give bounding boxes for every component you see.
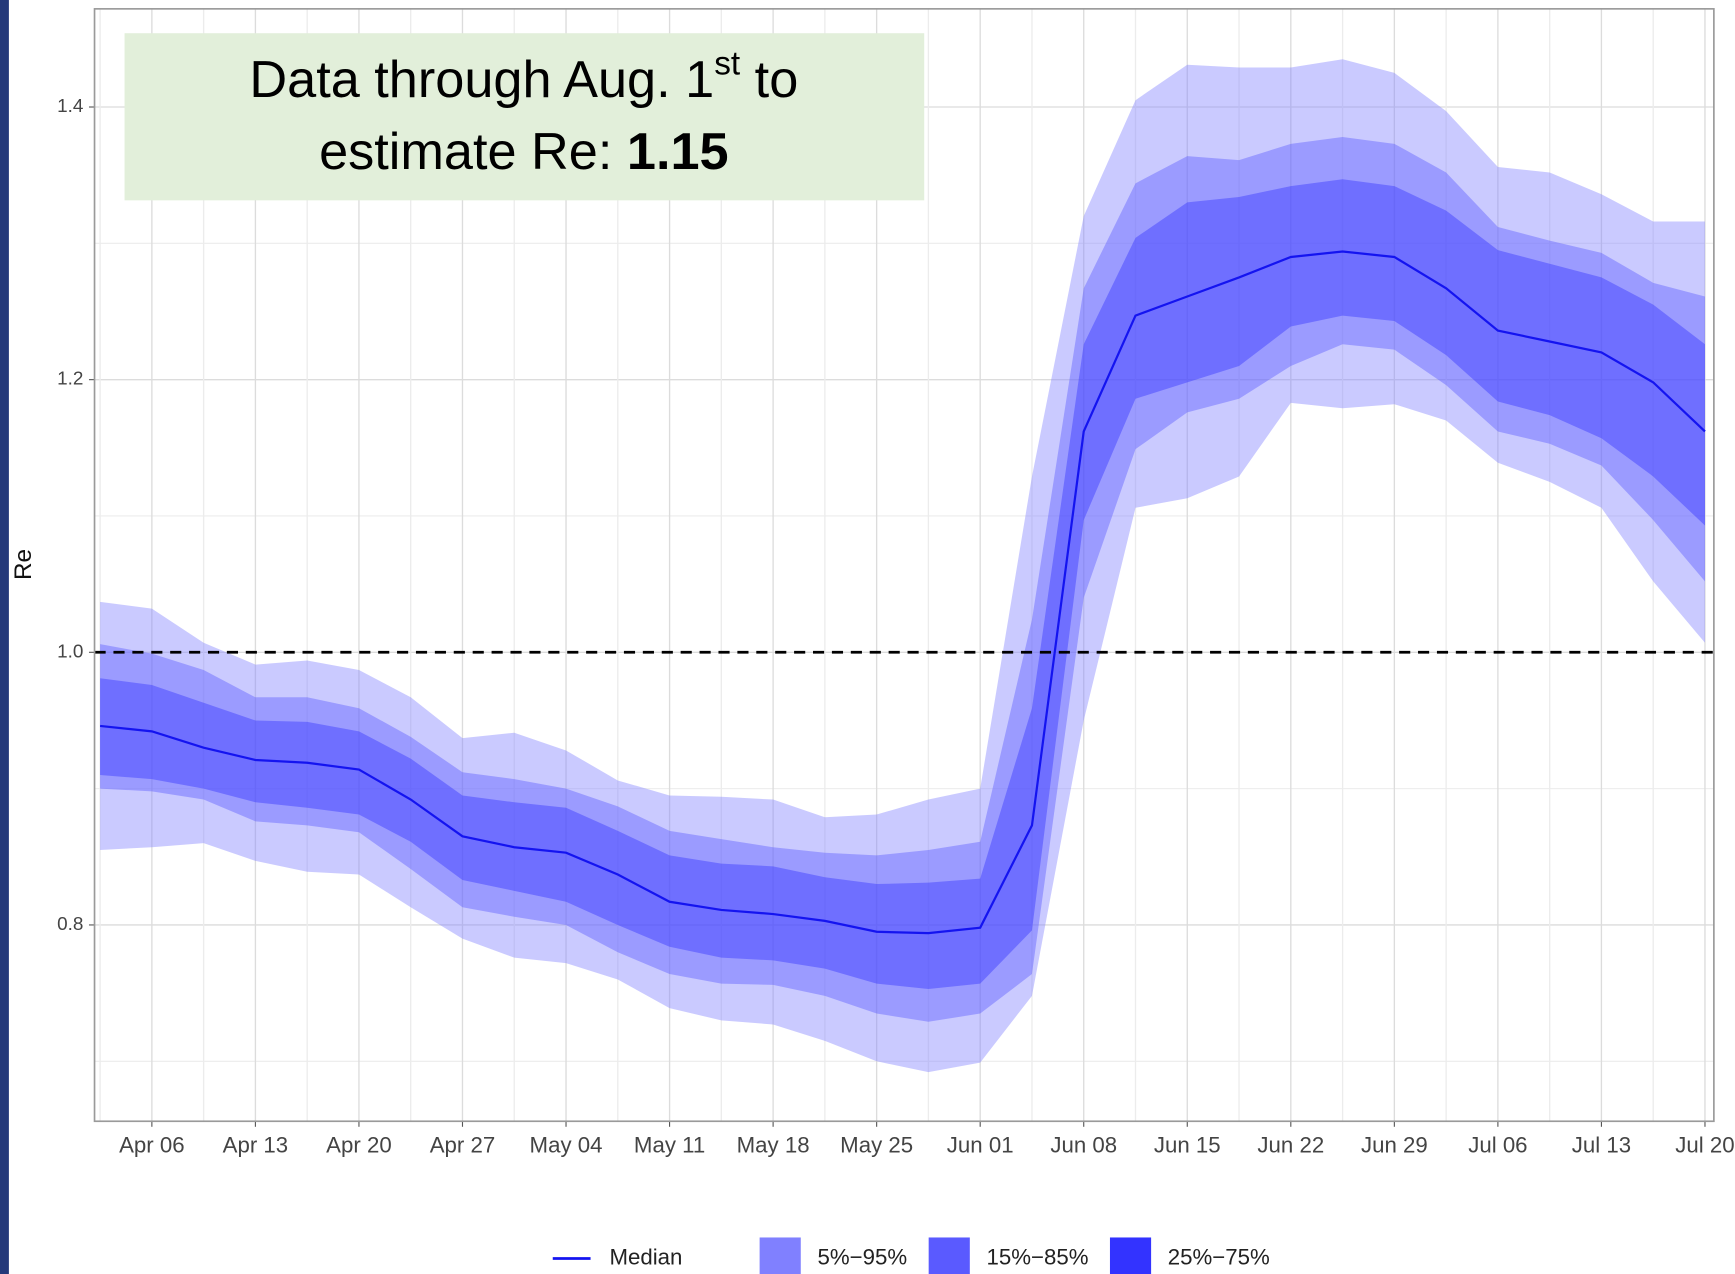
x-tick-label: Jul 06 [1468, 1133, 1527, 1158]
x-tick-label: Apr 13 [223, 1133, 289, 1158]
annotation-box [124, 33, 925, 201]
y-tick-label: 0.8 [57, 913, 83, 934]
annotation-value: 1.15 [627, 123, 729, 181]
legend-label: Median [609, 1244, 682, 1269]
median-line [99, 250, 1706, 935]
y-axis-title: Re [10, 549, 37, 580]
annotation-text: Data through Aug. 1 [249, 51, 714, 109]
annotation-text: to [740, 51, 798, 109]
x-tick-label: Apr 20 [326, 1133, 392, 1158]
x-tick-label: Apr 27 [430, 1133, 496, 1158]
band-area [100, 136, 1705, 1022]
plot-border [93, 8, 1715, 1123]
y-tick-label: 1.4 [57, 95, 83, 116]
y-tick-label: 1.2 [57, 368, 83, 389]
x-tick-label: Jul 20 [1675, 1133, 1734, 1158]
legend-swatch [928, 1237, 970, 1274]
y-tick-label: 1.0 [57, 640, 83, 661]
x-tick-label: May 18 [737, 1133, 810, 1158]
x-tick-label: Jul 13 [1572, 1133, 1631, 1158]
annotation-superscript: st [714, 45, 740, 82]
side-strip [0, 0, 9, 1274]
legend-swatch [1109, 1237, 1152, 1274]
x-tick-label: Jun 15 [1154, 1133, 1221, 1158]
x-tick-label: Jun 01 [947, 1133, 1014, 1158]
annotation-line2: estimate Re: 1.15 [319, 123, 729, 181]
x-tick-label: May 11 [634, 1133, 705, 1158]
x-tick-label: May 04 [530, 1133, 603, 1158]
legend-label: 25%−75% [1168, 1244, 1270, 1269]
x-tick-label: Apr 06 [119, 1133, 185, 1158]
annotation-text: estimate Re: [319, 123, 627, 181]
x-tick-label: May 25 [840, 1133, 913, 1158]
legend-label: 15%−85% [987, 1244, 1089, 1269]
x-tick-label: Jun 08 [1050, 1133, 1117, 1158]
legend-label: 5%−95% [817, 1244, 907, 1269]
x-tick-label: Jun 29 [1361, 1133, 1428, 1158]
annotation-line1: Data through Aug. 1st to [249, 45, 798, 109]
band-area [100, 59, 1705, 1073]
legend-swatch [759, 1237, 801, 1274]
x-tick-label: Jun 22 [1257, 1133, 1324, 1158]
